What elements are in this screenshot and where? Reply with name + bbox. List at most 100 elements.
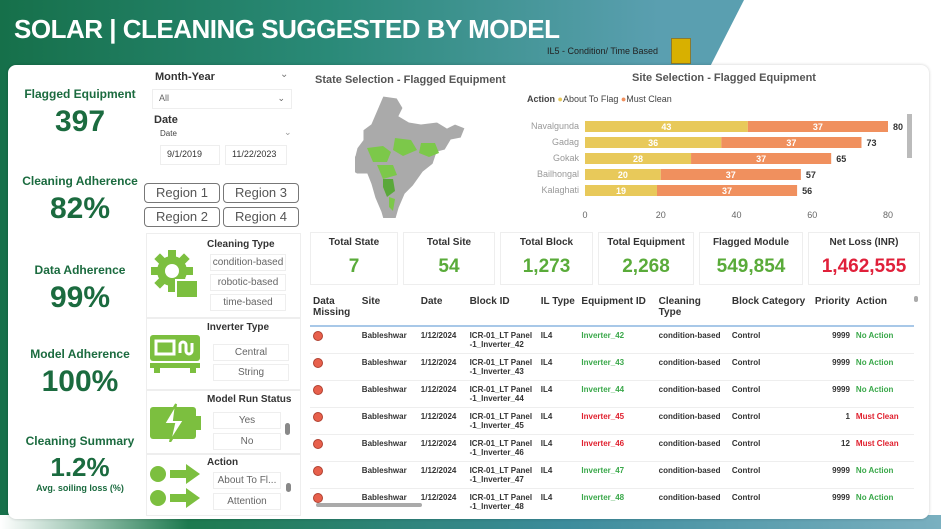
bar-segment[interactable] [585, 169, 661, 180]
cleaning-type-cell: condition-based [655, 434, 729, 462]
model-run-option[interactable]: Yes [213, 412, 281, 429]
table-row[interactable]: Bableshwar 1/12/2024 ICR-01_LT Panel -1_… [310, 380, 914, 408]
block-category-cell: Control [728, 380, 811, 408]
india-map[interactable] [355, 93, 470, 218]
column-header[interactable]: Cleaning Type [655, 292, 729, 327]
action-option[interactable]: Attention [213, 493, 281, 510]
table-row[interactable]: Bableshwar 1/12/2024 ICR-01_LT Panel -1_… [310, 353, 914, 381]
chevron-down-icon[interactable]: ⌄ [284, 127, 292, 137]
state-highlight [367, 146, 391, 162]
summary-value: 7 [348, 256, 360, 277]
date-end-input[interactable]: 11/22/2023 [225, 145, 287, 165]
equipment-id-cell: Inverter_47 [578, 461, 656, 489]
column-header[interactable]: Action [852, 292, 914, 327]
action-panel [146, 454, 301, 516]
action-arrows-icon [150, 464, 200, 508]
table-horizontal-scrollbar[interactable] [316, 503, 422, 507]
chart-legend: Action ●About To Flag ●Must Clean [527, 94, 672, 104]
bar-segment[interactable] [656, 185, 798, 196]
bar-segment[interactable] [585, 153, 692, 164]
cleaning-type-cell: condition-based [655, 380, 729, 408]
equipment-table-container: Data Missing Site Date Block ID IL Type Equip… [310, 292, 920, 510]
summary-card: Total State 7 [310, 232, 398, 285]
bar-segment[interactable] [691, 153, 832, 164]
bar-segment[interactable] [585, 185, 657, 196]
kpi-data-adherence: Data Adherence 99% [10, 263, 150, 315]
il5-legend-label: IL5 - Condition/ Time Based [547, 46, 659, 56]
summary-value: 1,273 [522, 256, 571, 277]
kpi-flagged-equipment: Flagged Equipment 397 [10, 87, 150, 139]
chart-scrollbar[interactable] [907, 114, 912, 158]
date-start-input[interactable]: 9/1/2019 [160, 145, 220, 165]
status-dot-icon [313, 466, 323, 476]
equipment-id-cell: Inverter_46 [578, 434, 656, 462]
column-header[interactable]: Date [417, 292, 467, 327]
il-type-cell: IL4 [537, 326, 579, 354]
cleaning-type-option[interactable]: robotic-based [210, 274, 286, 291]
table-row[interactable]: Bableshwar 1/12/2024 ICR-01_LT Panel -1_… [310, 488, 914, 510]
action-scrollbar[interactable] [286, 476, 291, 502]
summary-label: Total State [328, 237, 380, 248]
site-bar-chart[interactable]: 0 20 40 60 80 Navalgunda 43 37 80 Gadag 36 37 73 Goka… [515, 110, 910, 225]
cleaning-type-cell: condition-based [655, 326, 729, 354]
column-header[interactable]: Priority [810, 292, 853, 327]
cleaning-type-cell: condition-based [655, 353, 729, 381]
inverter-icon [150, 335, 200, 373]
column-header[interactable]: Data Missing [310, 292, 359, 327]
site-cell: Bableshwar [358, 380, 418, 408]
page-title: SOLAR | CLEANING SUGGESTED BY MODEL [14, 14, 560, 44]
model-run-option[interactable]: No [213, 433, 281, 450]
bar-total-label: 73 [866, 138, 876, 148]
date-cell: 1/12/2024 [417, 353, 467, 381]
region-2-button[interactable]: Region 2 [144, 207, 220, 227]
legend-about-to-flag[interactable]: About To Flag [562, 94, 619, 104]
equipment-id-cell: Inverter_44 [578, 380, 656, 408]
column-header[interactable]: IL Type [537, 292, 579, 327]
table-row[interactable]: Bableshwar 1/12/2024 ICR-01_LT Panel -1_… [310, 461, 914, 489]
data-missing-cell [310, 353, 359, 381]
summary-card: Total Block 1,273 [500, 232, 593, 285]
bar-segment[interactable] [747, 121, 888, 132]
table-vertical-scrollbar[interactable] [914, 296, 918, 302]
region-1-button[interactable]: Region 1 [144, 183, 220, 203]
legend-must-clean[interactable]: Must Clean [626, 94, 672, 104]
bar-total-label: 65 [836, 154, 846, 164]
kpi-model-adherence: Model Adherence 100% [10, 347, 150, 399]
region-4-button[interactable]: Region 4 [223, 207, 299, 227]
bar-segment[interactable] [585, 137, 722, 148]
bar-segment[interactable] [721, 137, 862, 148]
region-3-button[interactable]: Region 3 [223, 183, 299, 203]
cleaning-type-option[interactable]: time-based [210, 294, 286, 311]
inverter-type-option[interactable]: Central [213, 344, 289, 361]
action-option[interactable]: About To Fl... [213, 472, 281, 489]
cleaning-type-option[interactable]: condition-based [210, 254, 286, 271]
bar-segment[interactable] [585, 121, 748, 132]
kpi-label: Cleaning Adherence [22, 174, 138, 188]
site-cell: Bableshwar [358, 461, 418, 489]
block-id-cell: ICR-01_LT Panel -1_Inverter_45 [466, 407, 538, 435]
month-year-select[interactable]: All ⌄ [152, 89, 292, 109]
il-type-cell: IL4 [537, 407, 579, 435]
map-title: State Selection - Flagged Equipment [315, 74, 506, 86]
table-row[interactable]: Bableshwar 1/12/2024 ICR-01_LT Panel -1_… [310, 326, 914, 354]
bar-segment[interactable] [660, 169, 801, 180]
il-type-cell: IL4 [537, 461, 579, 489]
data-missing-cell [310, 380, 359, 408]
column-header[interactable]: Equipment ID [578, 292, 656, 327]
chevron-down-icon: ⌄ [277, 93, 285, 103]
kpi-value: 100% [41, 365, 119, 398]
column-header[interactable]: Block Category [728, 292, 811, 327]
action-filter-label: Action [207, 457, 239, 468]
table-row[interactable]: Bableshwar 1/12/2024 ICR-01_LT Panel -1_… [310, 407, 914, 435]
table-header: Data Missing Site Date Block ID IL Type Equip… [310, 292, 914, 327]
table-row[interactable]: Bableshwar 1/12/2024 ICR-01_LT Panel -1_… [310, 434, 914, 462]
site-cell: Bableshwar [358, 326, 418, 354]
column-header[interactable]: Block ID [466, 292, 538, 327]
date-cell: 1/12/2024 [417, 380, 467, 408]
model-run-scrollbar[interactable] [285, 413, 290, 447]
column-header[interactable]: Site [358, 292, 418, 327]
inverter-type-option[interactable]: String [213, 364, 289, 381]
y-category-label: Gokak [553, 153, 580, 163]
chevron-down-icon[interactable]: ⌄ [280, 69, 289, 80]
date-sub-label: Date [160, 129, 177, 138]
